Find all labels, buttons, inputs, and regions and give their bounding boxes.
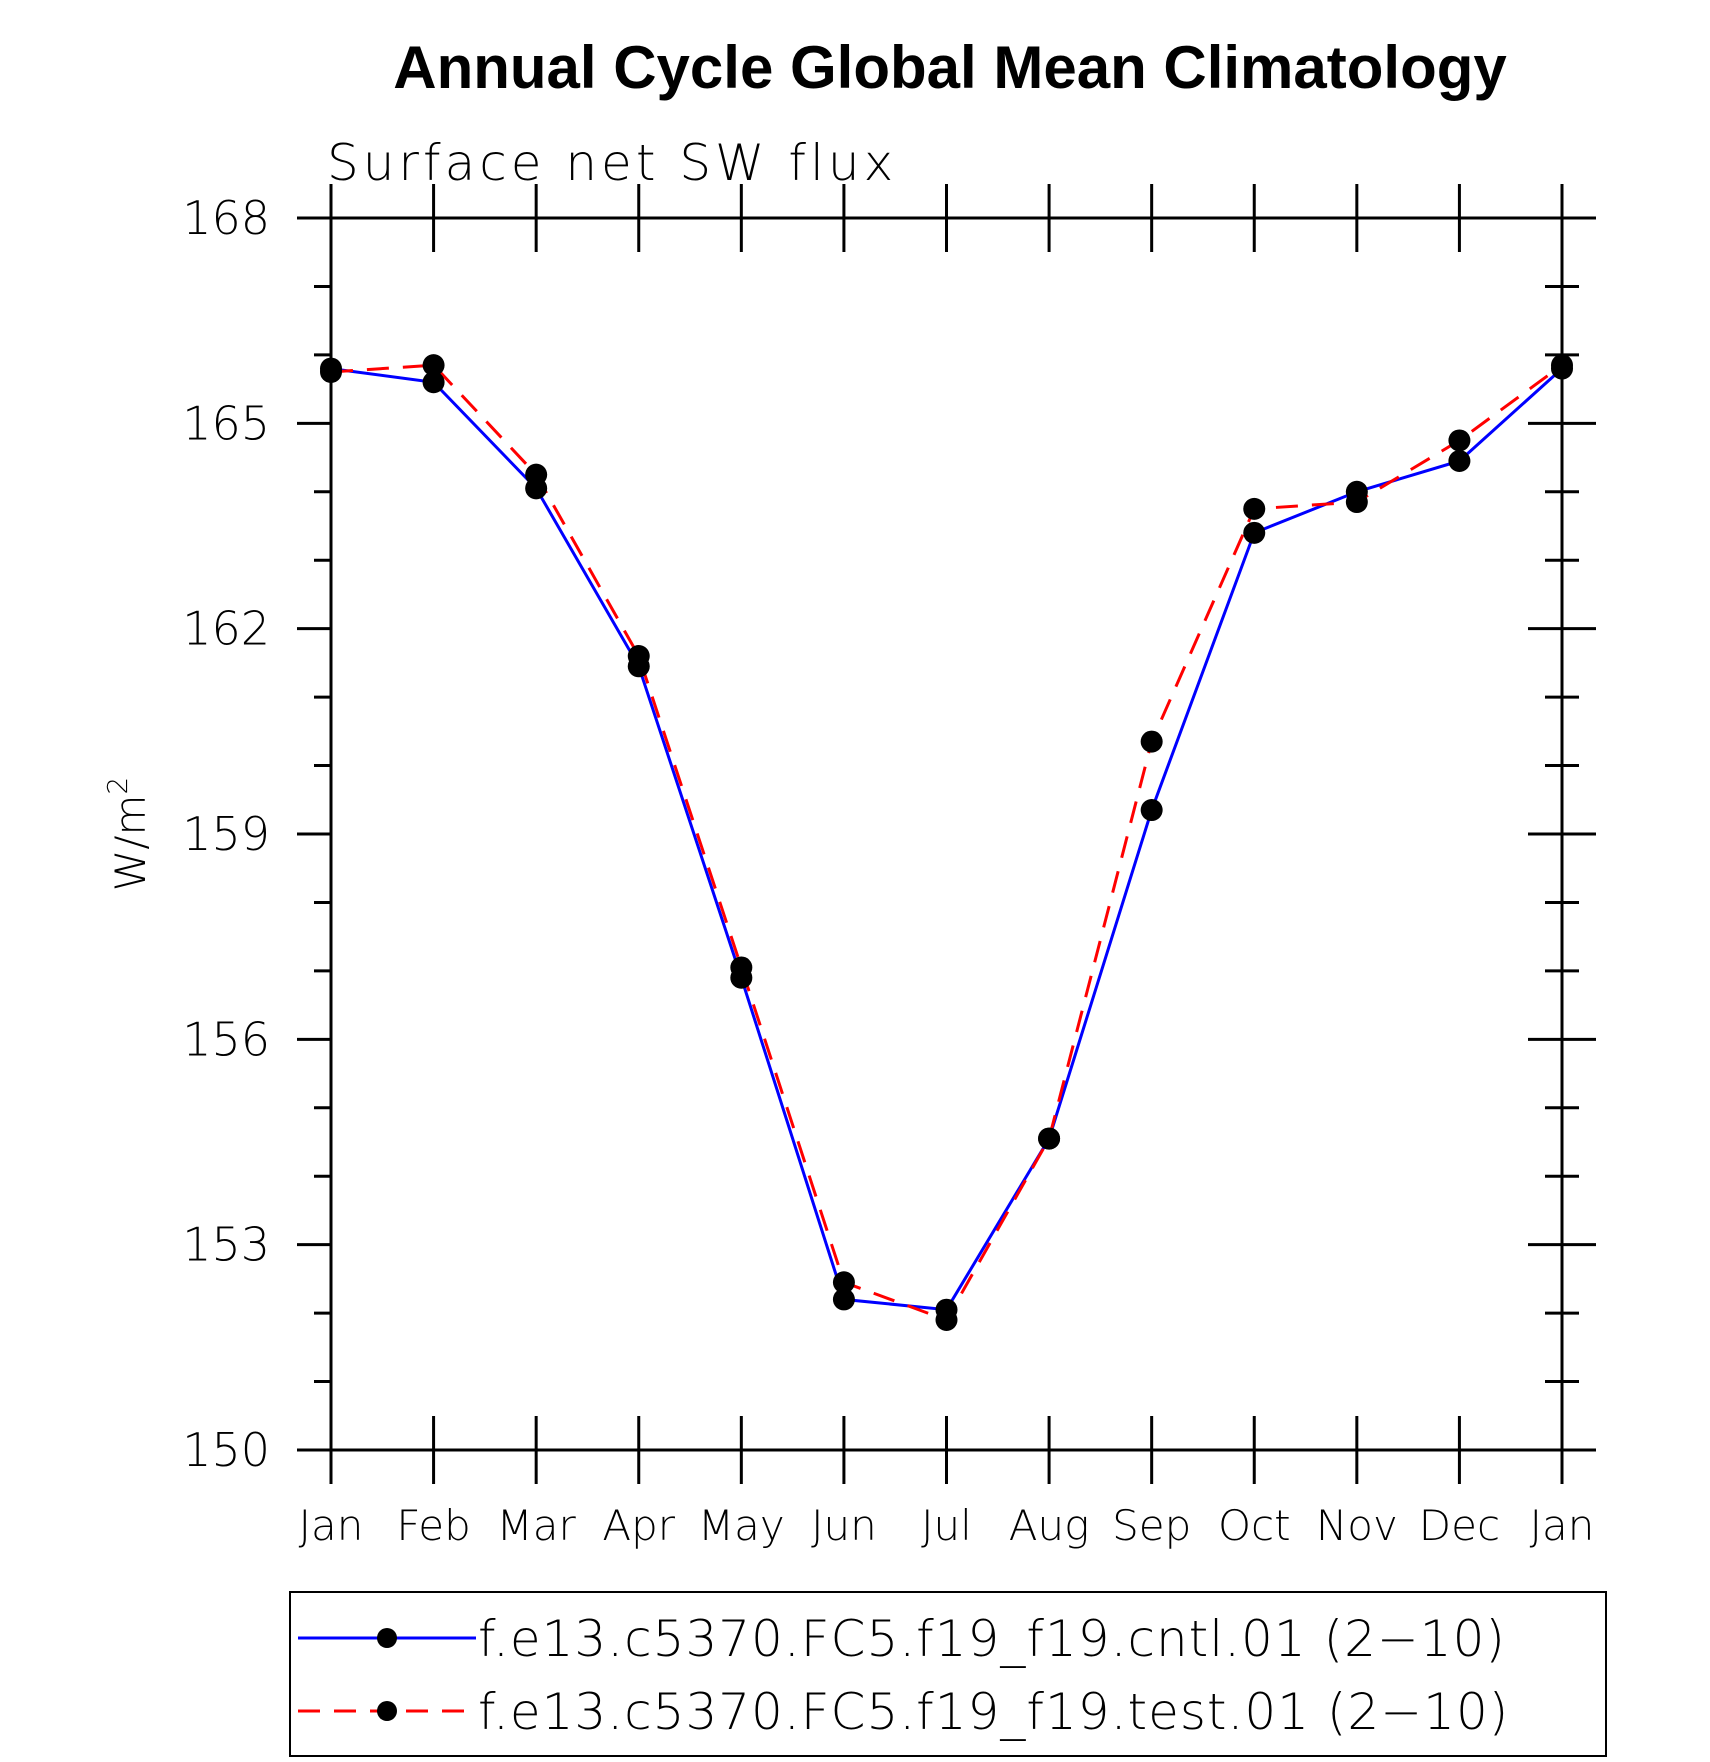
x-tick-label: Feb — [396, 1501, 470, 1550]
data-point-series-1 — [320, 361, 342, 383]
chart-title: Annual Cycle Global Mean Climatology — [393, 34, 1507, 101]
chart-subtitle: Surface net SW flux — [327, 134, 897, 192]
legend-box — [289, 1591, 1607, 1757]
y-axis-label-superscript: 2 — [101, 777, 134, 795]
x-tick-label: Sep — [1112, 1501, 1191, 1550]
data-point-series-1 — [627, 645, 650, 668]
data-point-series-0 — [832, 1288, 855, 1311]
legend-marker-test — [377, 1701, 397, 1721]
data-point-series-1 — [1551, 354, 1573, 377]
y-tick-label: 156 — [182, 1012, 270, 1066]
legend-label-cntl: f.e13.c5370.FC5.f19_f19.cntl.01 (2−10) — [478, 1610, 1506, 1668]
data-point-series-1 — [422, 354, 445, 377]
series-line-1 — [330, 363, 1563, 1322]
data-point-series-1 — [935, 1308, 958, 1331]
x-tick-label: Apr — [602, 1501, 675, 1550]
data-point-series-0 — [422, 371, 445, 394]
x-tick-label: Jan — [299, 1501, 364, 1550]
data-point-series-1 — [1448, 429, 1471, 452]
x-tick-label: Jun — [811, 1501, 877, 1550]
x-tick-label: Jan — [1530, 1501, 1595, 1550]
plot-frame — [329, 216, 1564, 1452]
data-point-series-1 — [1243, 497, 1266, 520]
data-point-series-1 — [730, 956, 753, 979]
x-tick-label: Nov — [1316, 1501, 1398, 1550]
legend-marker-cntl — [377, 1628, 397, 1648]
x-tick-label: Dec — [1419, 1501, 1500, 1550]
y-axis-label-text: W/m — [106, 795, 155, 892]
data-point-series-1 — [1140, 730, 1163, 753]
y-tick-label: 150 — [182, 1423, 270, 1477]
x-tick-label: Mar — [497, 1501, 577, 1550]
y-tick-label: 162 — [182, 602, 270, 656]
data-point-series-1 — [1038, 1127, 1061, 1150]
y-tick-label: 168 — [182, 191, 270, 245]
data-point-series-1 — [525, 463, 548, 486]
data-point-series-1 — [832, 1271, 855, 1294]
y-axis-label: W/m2 — [101, 777, 155, 891]
data-point-series-0 — [1140, 799, 1163, 822]
y-tick-label: 153 — [182, 1218, 270, 1272]
y-tick-label: 159 — [182, 807, 270, 861]
series-line-0 — [330, 367, 1564, 1312]
x-tick-label: Jul — [921, 1501, 972, 1550]
legend: f.e13.c5370.FC5.f19_f19.cntl.01 (2−10) f… — [289, 1591, 1607, 1757]
x-tick-label: Aug — [1009, 1501, 1090, 1550]
y-tick-label: 165 — [182, 396, 270, 450]
data-point-series-0 — [1243, 521, 1266, 544]
legend-label-test: f.e13.c5370.FC5.f19_f19.test.01 (2−10) — [478, 1683, 1509, 1741]
x-tick-label: May — [698, 1501, 785, 1550]
data-point-series-0 — [1448, 449, 1471, 472]
data-point-series-1 — [1345, 491, 1368, 514]
x-tick-label: Oct — [1218, 1501, 1291, 1550]
